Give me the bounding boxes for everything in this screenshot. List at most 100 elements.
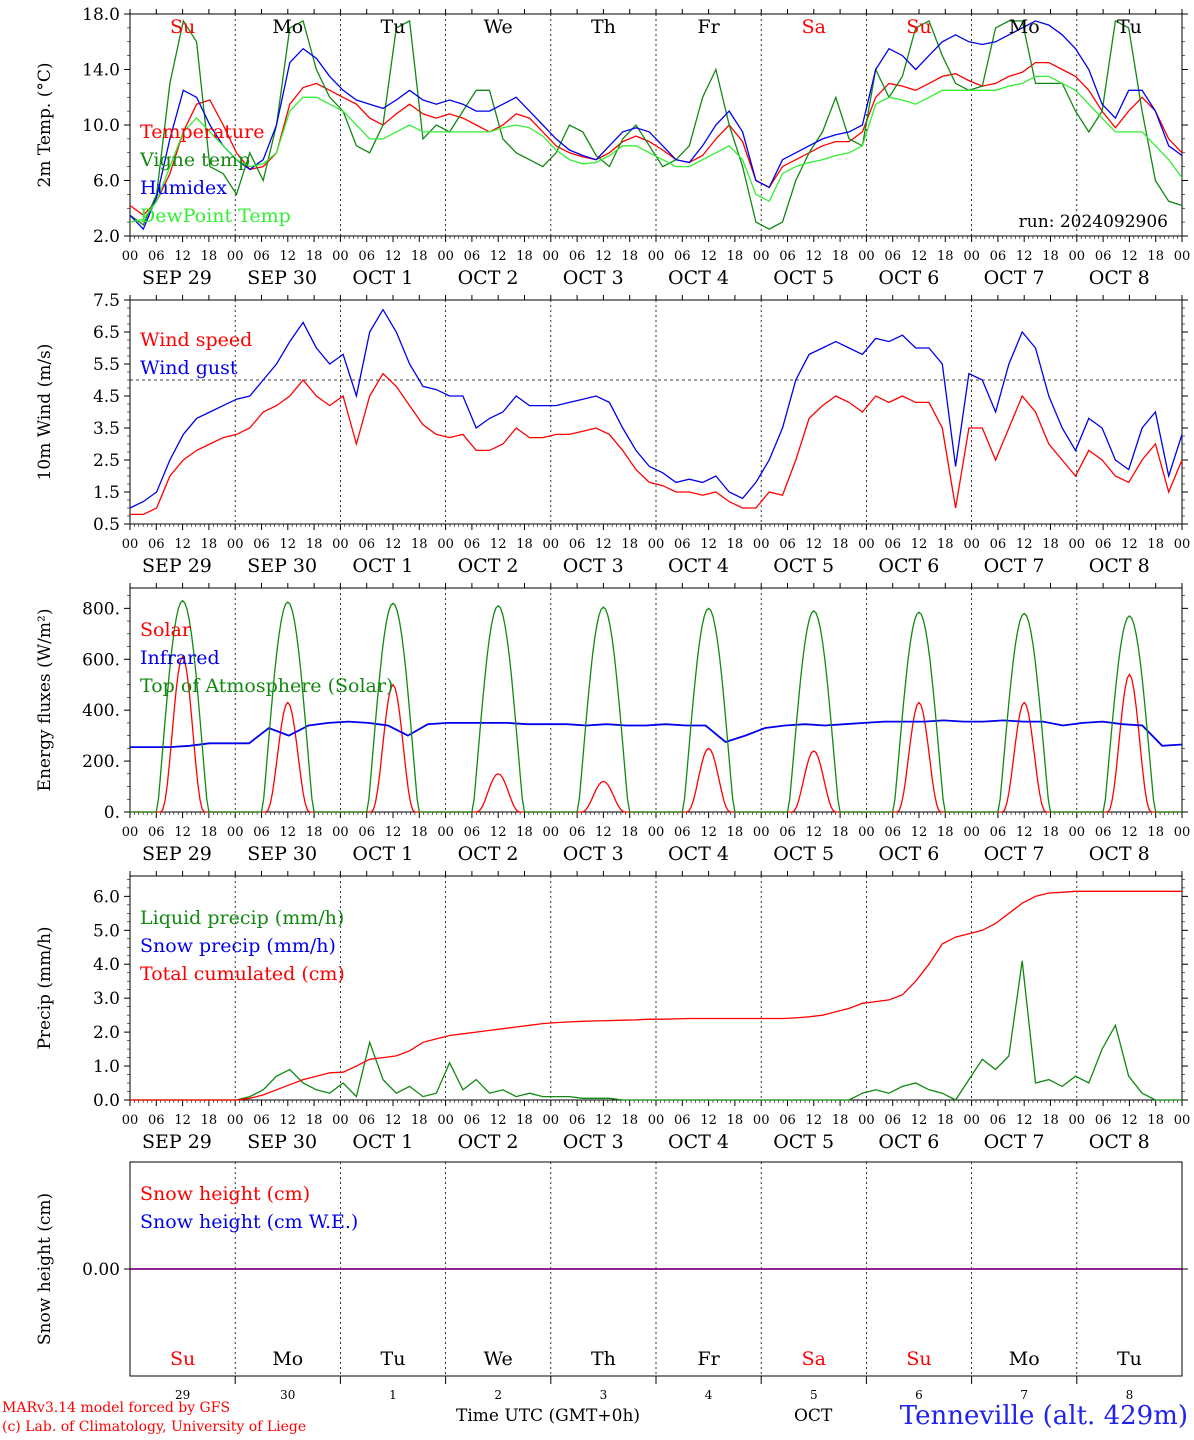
hour-tick-label: 18 <box>411 825 428 840</box>
y-tick-label: 0.0 <box>93 1091 120 1111</box>
hour-tick-label: 12 <box>806 249 823 264</box>
y-tick-label: 14.0 <box>82 61 120 81</box>
hour-tick-label: 00 <box>437 825 454 840</box>
day-number: 2 <box>494 1388 502 1402</box>
credit-lab: (c) Lab. of Climatology, University of L… <box>2 1419 307 1435</box>
hour-tick-label: 18 <box>306 537 323 552</box>
hour-tick-label: 18 <box>1147 825 1164 840</box>
hour-tick-label: 06 <box>253 249 270 264</box>
weekday-label: Tu <box>1117 16 1142 38</box>
hour-tick-label: 18 <box>937 825 954 840</box>
hour-tick-label: 06 <box>674 825 691 840</box>
hour-tick-label: 12 <box>1016 1113 1033 1128</box>
hour-tick-label: 00 <box>227 537 244 552</box>
y-axis-label: 2m Temp. (°C) <box>35 62 55 187</box>
hour-tick-label: 06 <box>358 1113 375 1128</box>
hour-tick-label: 18 <box>1042 1113 1059 1128</box>
hour-tick-label: 06 <box>569 825 586 840</box>
hour-tick-label: 06 <box>1095 1113 1112 1128</box>
hour-tick-label: 06 <box>148 537 165 552</box>
hour-tick-label: 12 <box>700 1113 717 1128</box>
hour-tick-label: 00 <box>858 537 875 552</box>
hour-tick-label: 18 <box>201 537 218 552</box>
series-line-temperature <box>129 61 1183 217</box>
weekday-label: Th <box>591 16 616 38</box>
hour-tick-label: 12 <box>1121 825 1138 840</box>
y-axis-label: Precip (mm/h) <box>35 926 55 1049</box>
hour-tick-label: 00 <box>1174 537 1191 552</box>
hour-tick-label: 00 <box>227 1113 244 1128</box>
hour-tick-label: 18 <box>937 537 954 552</box>
day-label: OCT 7 <box>984 843 1045 865</box>
hour-tick-label: 06 <box>569 537 586 552</box>
hour-tick-label: 18 <box>832 537 849 552</box>
hour-tick-label: 00 <box>963 249 980 264</box>
hour-tick-label: 18 <box>516 537 533 552</box>
day-label: SEP 29 <box>142 267 212 289</box>
y-tick-label: 3.0 <box>93 989 120 1009</box>
day-label: OCT 2 <box>458 843 519 865</box>
weekday-label: Su <box>170 1348 195 1370</box>
weekday-label: Mo <box>1009 1348 1040 1370</box>
hour-tick-label: 00 <box>963 1113 980 1128</box>
y-tick-label: 6.0 <box>93 887 120 907</box>
legend-entry: Snow precip (mm/h) <box>140 935 336 957</box>
hour-tick-label: 00 <box>543 825 560 840</box>
day-label: OCT 3 <box>563 843 624 865</box>
y-tick-label: 200. <box>82 752 120 772</box>
hour-tick-label: 00 <box>753 537 770 552</box>
hour-tick-label: 18 <box>411 537 428 552</box>
hour-tick-label: 12 <box>1121 249 1138 264</box>
hour-tick-label: 06 <box>569 1113 586 1128</box>
hour-tick-label: 18 <box>201 249 218 264</box>
hour-tick-label: 12 <box>595 1113 612 1128</box>
day-number: 4 <box>705 1388 713 1402</box>
day-number: 6 <box>915 1388 923 1402</box>
hour-tick-label: 12 <box>1016 537 1033 552</box>
hour-tick-label: 00 <box>332 825 349 840</box>
day-number: 1 <box>389 1388 397 1402</box>
hour-tick-label: 00 <box>648 825 665 840</box>
hour-tick-label: 06 <box>674 1113 691 1128</box>
day-label: OCT 6 <box>878 267 939 289</box>
day-label: SEP 29 <box>142 555 212 577</box>
weekday-label: Tu <box>381 16 406 38</box>
legend-entry: Temperature <box>140 121 264 143</box>
weekday-label: Tu <box>1117 1348 1142 1370</box>
hour-tick-label: 18 <box>1042 249 1059 264</box>
hour-tick-label: 06 <box>990 825 1007 840</box>
day-label: OCT 4 <box>668 1131 729 1153</box>
day-label: SEP 29 <box>142 843 212 865</box>
hour-tick-label: 06 <box>253 537 270 552</box>
hour-tick-label: 06 <box>358 249 375 264</box>
hour-tick-label: 12 <box>280 825 297 840</box>
y-tick-label: 3.5 <box>93 419 120 439</box>
day-label: SEP 30 <box>247 1131 317 1153</box>
hour-tick-label: 18 <box>621 825 638 840</box>
y-tick-label: 5.0 <box>93 921 120 941</box>
hour-tick-label: 00 <box>332 1113 349 1128</box>
day-label: OCT 3 <box>563 555 624 577</box>
day-label: OCT 5 <box>773 267 834 289</box>
day-number: 30 <box>280 1388 295 1402</box>
hour-tick-label: 18 <box>411 1113 428 1128</box>
hour-tick-label: 00 <box>1069 537 1086 552</box>
day-label: OCT 8 <box>1089 1131 1150 1153</box>
series-line-top-of-atmosphere-solar- <box>130 599 1182 813</box>
legend-entry: Wind gust <box>140 357 238 379</box>
hour-tick-label: 00 <box>858 825 875 840</box>
weekday-label: Mo <box>1009 16 1040 38</box>
y-tick-label: 2.0 <box>93 227 120 247</box>
hour-tick-label: 06 <box>253 825 270 840</box>
hour-tick-label: 18 <box>1147 249 1164 264</box>
day-number: 7 <box>1020 1388 1028 1402</box>
day-label: OCT 7 <box>984 1131 1045 1153</box>
hour-tick-label: 00 <box>963 537 980 552</box>
hour-tick-label: 12 <box>911 537 928 552</box>
hour-tick-label: 12 <box>490 825 507 840</box>
hour-tick-label: 00 <box>332 537 349 552</box>
hour-tick-label: 12 <box>280 249 297 264</box>
day-label: OCT 8 <box>1089 843 1150 865</box>
hour-tick-label: 00 <box>437 537 454 552</box>
day-label: OCT 3 <box>563 1131 624 1153</box>
